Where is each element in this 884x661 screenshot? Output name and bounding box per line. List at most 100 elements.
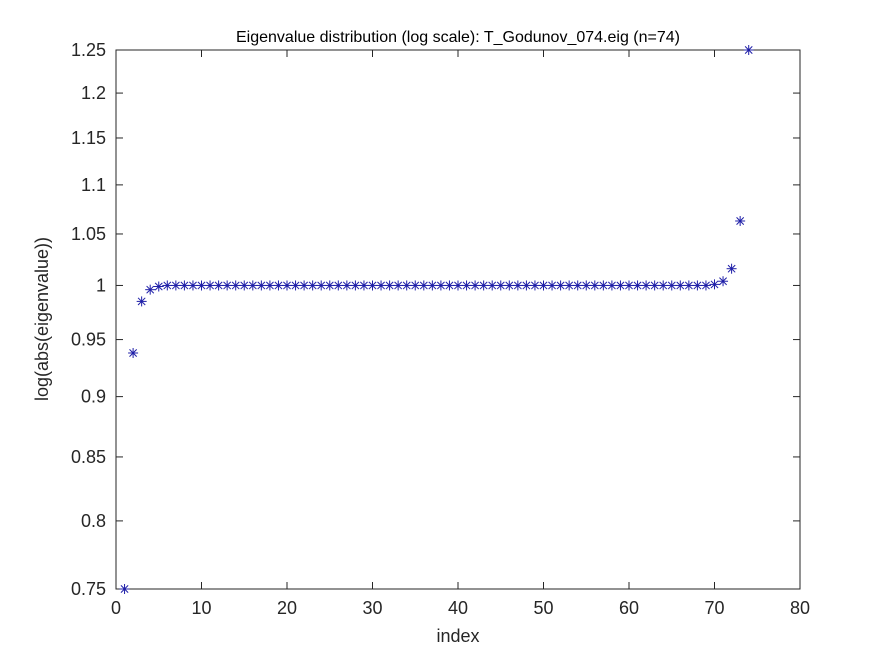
data-point	[222, 280, 233, 291]
x-tick-label: 30	[362, 598, 382, 618]
y-tick-label: 1.2	[81, 83, 106, 103]
data-point	[478, 280, 489, 291]
data-point	[666, 280, 677, 291]
x-tick-label: 20	[277, 598, 297, 618]
data-point	[230, 280, 241, 291]
x-axis-label: index	[436, 626, 479, 646]
data-point	[153, 281, 164, 292]
data-point	[179, 280, 190, 291]
data-point	[487, 280, 498, 291]
data-series	[119, 45, 754, 594]
data-point	[675, 280, 686, 291]
plot-area	[115, 49, 801, 590]
data-point	[282, 280, 292, 291]
data-point	[632, 280, 643, 291]
data-point	[427, 280, 438, 291]
data-point	[495, 280, 506, 291]
data-point	[187, 280, 198, 291]
data-point	[700, 280, 711, 291]
data-point	[624, 280, 634, 291]
data-point	[273, 280, 284, 291]
data-point	[119, 584, 130, 594]
data-point	[145, 284, 156, 295]
y-tick-label: 0.9	[81, 387, 106, 407]
data-point	[589, 280, 600, 291]
chart-title: Eigenvalue distribution (log scale): T_G…	[236, 29, 680, 46]
data-point	[247, 280, 258, 291]
data-point	[470, 280, 481, 291]
y-tick-label: 0.8	[81, 511, 106, 531]
x-tick-label: 40	[448, 598, 468, 618]
data-point	[239, 280, 250, 291]
data-point	[367, 280, 378, 291]
data-point	[709, 279, 720, 290]
x-tick-label: 70	[704, 598, 724, 618]
data-point	[401, 280, 412, 291]
y-tick-label: 1.25	[71, 40, 106, 60]
data-point	[358, 280, 369, 291]
data-point	[521, 280, 532, 291]
y-tick-label: 0.95	[71, 330, 106, 350]
data-point	[512, 280, 523, 291]
data-point	[504, 280, 515, 291]
data-point	[615, 280, 626, 291]
data-point	[307, 280, 318, 291]
data-point	[564, 280, 575, 291]
data-point	[538, 280, 549, 291]
data-point	[658, 280, 669, 291]
data-point	[435, 280, 446, 291]
y-tick-label: 1.05	[71, 224, 106, 244]
x-axis: 0 10 20 30 40 50 60 70 80	[111, 50, 810, 618]
data-point	[598, 280, 609, 291]
data-point	[350, 280, 361, 291]
data-point	[718, 276, 729, 287]
data-point	[299, 280, 310, 291]
data-point	[641, 280, 652, 291]
data-point	[136, 296, 147, 307]
y-tick-label: 0.75	[71, 579, 106, 599]
data-point	[205, 280, 216, 291]
data-point	[461, 280, 472, 291]
y-axis-label: log(abs(eigenvalue))	[32, 237, 52, 401]
y-tick-label: 1.1	[81, 175, 106, 195]
data-point	[418, 280, 429, 291]
data-point	[529, 280, 540, 291]
data-point	[572, 280, 583, 291]
data-point	[376, 280, 387, 291]
data-point	[162, 280, 173, 291]
data-point	[316, 280, 327, 291]
data-point	[743, 45, 754, 55]
data-point	[649, 280, 660, 291]
data-point	[256, 280, 267, 291]
y-tick-label: 1	[96, 275, 106, 295]
data-point	[581, 280, 592, 291]
data-point	[683, 280, 694, 291]
x-tick-label: 50	[533, 598, 553, 618]
y-tick-label: 1.15	[71, 128, 106, 148]
x-tick-label: 60	[619, 598, 639, 618]
y-tick-label: 0.85	[71, 447, 106, 467]
data-point	[444, 280, 455, 291]
data-point	[324, 280, 335, 291]
data-point	[555, 280, 566, 291]
data-point	[410, 280, 421, 291]
data-point	[170, 280, 181, 291]
data-point	[726, 263, 737, 274]
x-tick-label: 10	[191, 598, 211, 618]
data-point	[128, 347, 139, 358]
data-point	[333, 280, 344, 291]
data-point	[606, 280, 617, 291]
y-axis: 0.75 0.8 0.85 0.9 0.95 1 1.05 1.1 1.15 1.2 1.25	[71, 40, 800, 599]
data-point	[213, 280, 224, 291]
data-point	[692, 280, 703, 291]
data-point	[735, 215, 746, 226]
x-tick-label: 0	[111, 598, 121, 618]
data-point	[384, 280, 395, 291]
data-point	[547, 280, 558, 291]
data-point	[341, 280, 352, 291]
data-point	[196, 280, 207, 291]
data-point	[264, 280, 275, 291]
data-point	[453, 280, 463, 291]
data-point	[393, 280, 404, 291]
